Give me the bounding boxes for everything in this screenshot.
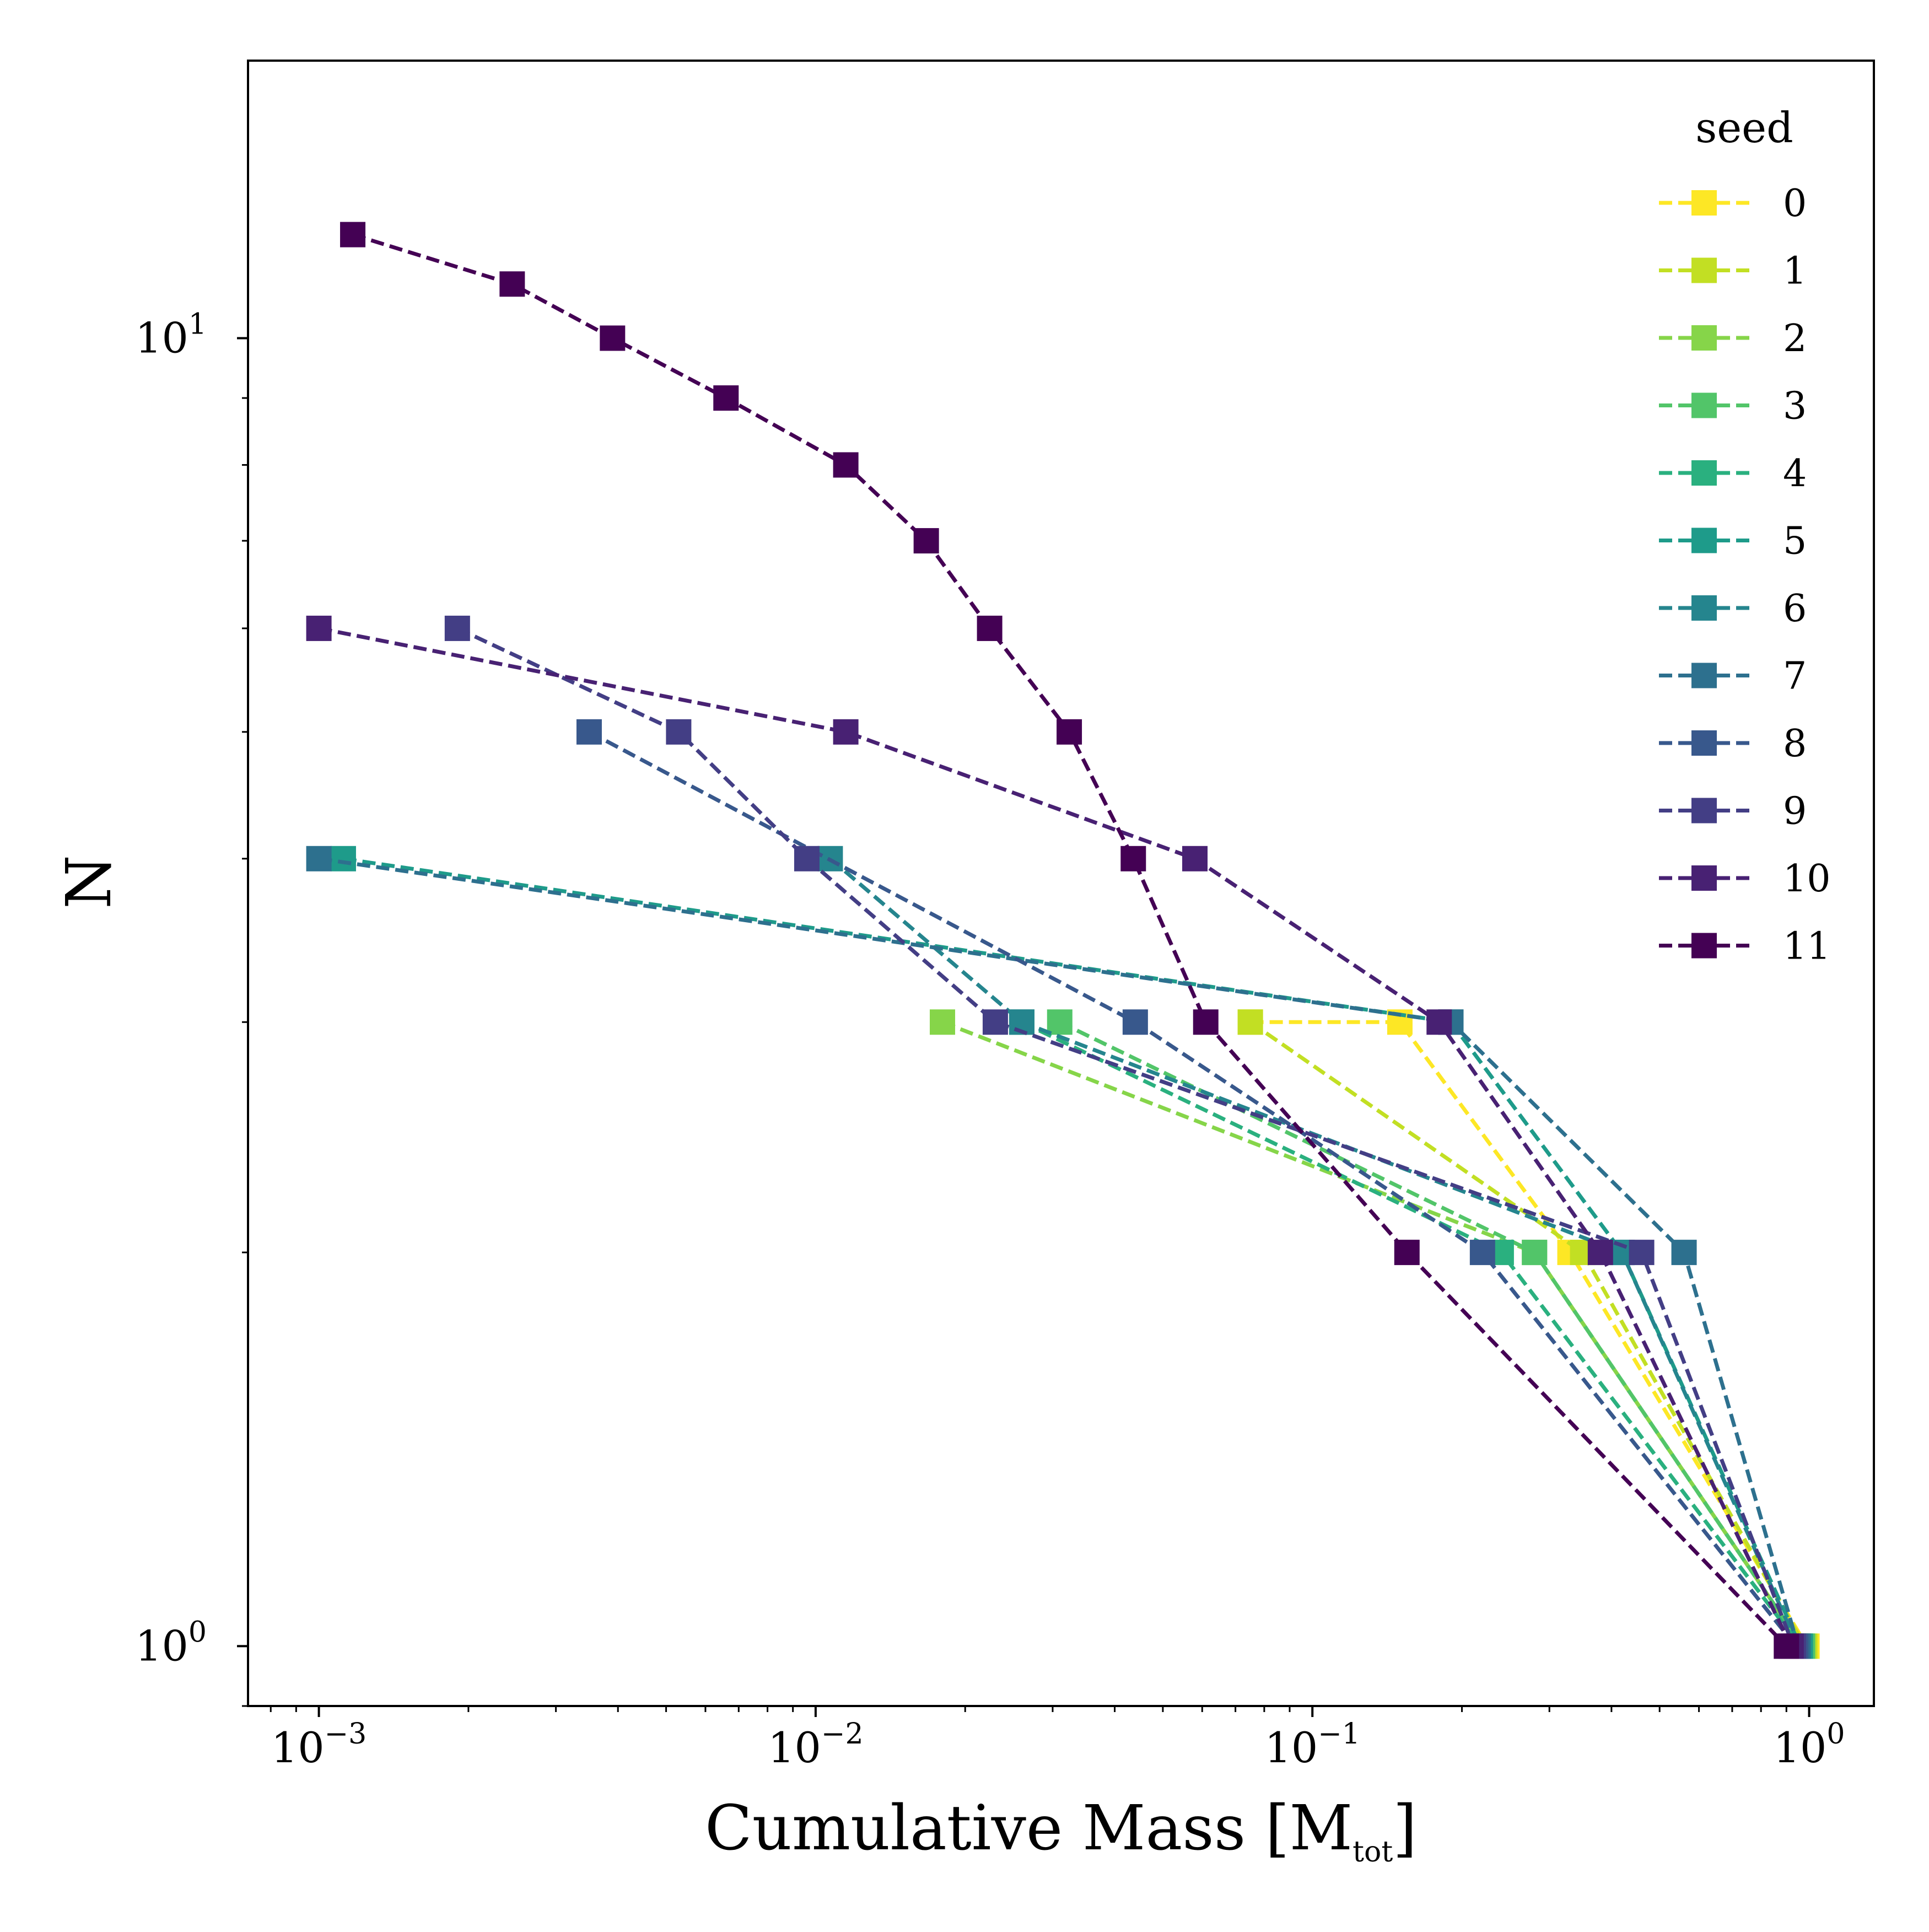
legend-marker [1691, 392, 1717, 418]
x-tick-label: 10−2 [768, 1718, 863, 1772]
legend-entry-10: 10 [1659, 857, 1831, 901]
legend: seed 0 1 2 3 4 5 6 7 8 9 10 11 [1659, 103, 1831, 968]
data-point [340, 222, 366, 247]
data-point [499, 271, 525, 297]
data-point [306, 846, 332, 871]
legend-entry-9: 9 [1659, 790, 1807, 833]
legend-marker [1691, 325, 1717, 351]
data-point [306, 615, 332, 641]
data-point [1522, 1240, 1548, 1266]
legend-label: 9 [1783, 790, 1807, 833]
series-line-11 [352, 233, 1788, 1648]
series-line-1 [1249, 1020, 1807, 1648]
legend-entry-11: 11 [1659, 925, 1831, 968]
y-tick-label: 101 [135, 308, 207, 363]
data-point [1237, 1009, 1263, 1035]
data-point [833, 452, 859, 478]
data-point [1671, 1240, 1697, 1266]
plot-frame [247, 60, 1875, 1707]
series-11 [340, 222, 1799, 1659]
legend-label: 6 [1783, 587, 1807, 631]
data-point [1469, 1240, 1495, 1266]
legend-label: 0 [1783, 182, 1807, 225]
data-point [1122, 1009, 1148, 1035]
legend-marker [1691, 730, 1717, 756]
data-point [1047, 1009, 1073, 1035]
legend-marker [1691, 595, 1717, 621]
legend-marker [1691, 663, 1717, 688]
data-point [600, 325, 626, 351]
data-point [1182, 846, 1208, 871]
legend-label: 2 [1783, 317, 1807, 360]
data-point [1587, 1240, 1613, 1266]
legend-marker [1691, 933, 1717, 959]
data-point [913, 528, 939, 554]
legend-marker [1691, 257, 1717, 283]
legend-marker [1691, 190, 1717, 216]
data-point [713, 385, 739, 411]
legend-label: 4 [1783, 452, 1807, 496]
data-point [1057, 719, 1082, 745]
legend-entry-3: 3 [1659, 385, 1807, 428]
legend-marker [1691, 528, 1717, 553]
legend-label: 1 [1783, 250, 1807, 293]
x-tick-label: 100 [1774, 1718, 1845, 1772]
legend-entry-4: 4 [1659, 452, 1807, 496]
legend-marker [1691, 460, 1717, 486]
legend-label: 8 [1783, 722, 1807, 766]
axis-ticks: 10−3 10−2 10−1 100 100 101 [135, 308, 1845, 1772]
series-line-6 [829, 857, 1800, 1647]
legend-marker [1691, 798, 1717, 824]
legend-label: 3 [1783, 385, 1807, 428]
series-group [306, 222, 1820, 1659]
data-point [1774, 1633, 1799, 1659]
legend-label: 5 [1783, 520, 1807, 563]
data-point [330, 846, 356, 871]
series-line-2 [941, 1020, 1804, 1648]
data-point [1629, 1240, 1655, 1266]
legend-entry-5: 5 [1659, 520, 1807, 563]
data-point [1426, 1009, 1452, 1035]
legend-entry-6: 6 [1659, 587, 1807, 631]
legend-entry-7: 7 [1659, 655, 1807, 698]
x-tick-label: 10−1 [1265, 1718, 1360, 1772]
data-point [1394, 1240, 1420, 1266]
data-point [666, 719, 692, 745]
data-point [977, 615, 1003, 641]
legend-entry-8: 8 [1659, 722, 1807, 766]
series-line-8 [588, 730, 1798, 1648]
data-point [1193, 1009, 1219, 1035]
x-axis-label: Cumulative Mass [Mtot] [705, 1793, 1417, 1869]
legend-entry-0: 0 [1659, 182, 1807, 225]
x-tick-label: 10−3 [271, 1718, 367, 1772]
legend-entry-2: 2 [1659, 317, 1807, 360]
axis-labels: Cumulative Mass [Mtot] N [53, 855, 1417, 1869]
data-point [794, 846, 820, 871]
series-line-9 [456, 626, 1796, 1647]
legend-label: 10 [1783, 857, 1831, 901]
legend-marker [1691, 865, 1717, 891]
data-point [833, 719, 859, 745]
legend-label: 11 [1783, 925, 1831, 968]
data-point [576, 719, 602, 745]
legend-entry-1: 1 [1659, 250, 1807, 293]
series-line-0 [1250, 1020, 1809, 1648]
y-tick-label: 100 [135, 1616, 207, 1670]
series-line-7 [319, 857, 1800, 1647]
legend-label: 7 [1783, 655, 1807, 698]
y-axis-label: N [53, 855, 125, 909]
data-point [1120, 846, 1146, 871]
legend-title: seed [1695, 103, 1793, 152]
data-point [929, 1009, 955, 1035]
series-line-10 [318, 626, 1793, 1647]
data-point [444, 615, 470, 641]
data-point [982, 1009, 1008, 1035]
